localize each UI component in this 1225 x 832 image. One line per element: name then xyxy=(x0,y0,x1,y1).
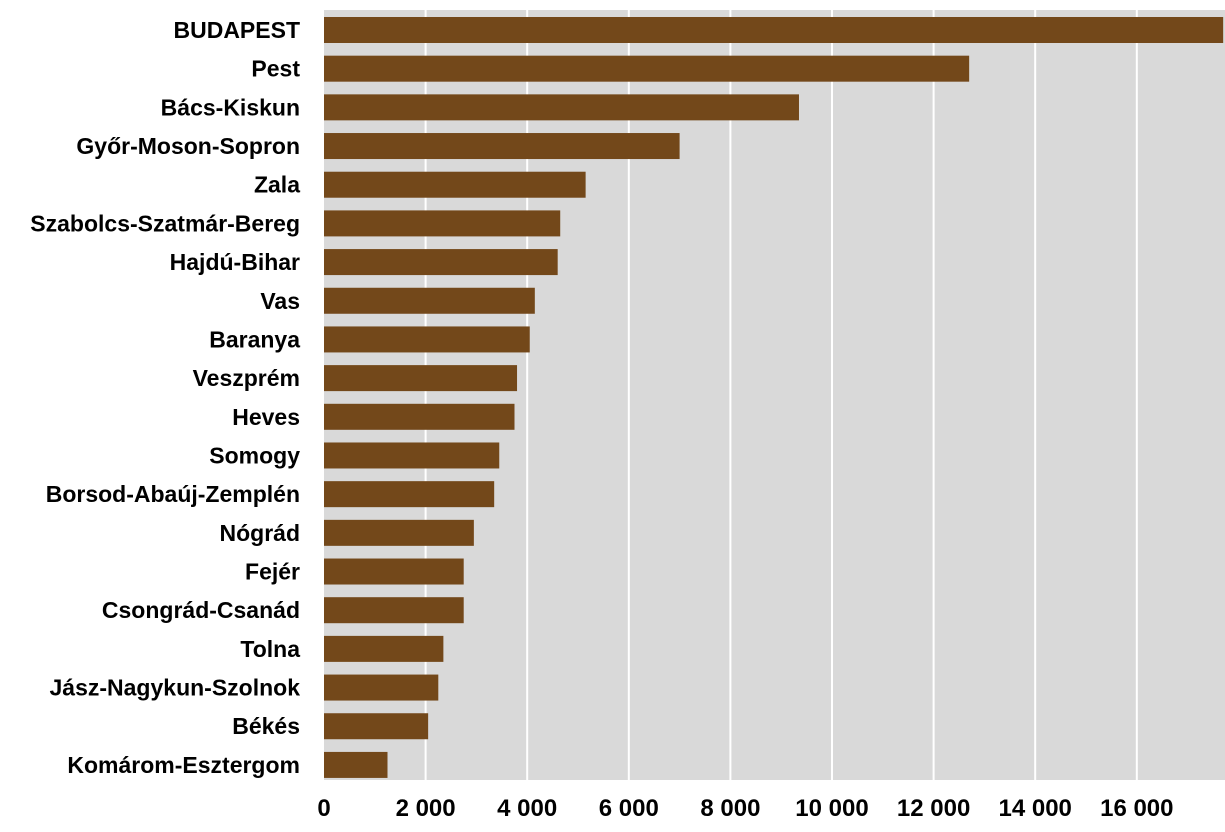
bar xyxy=(324,94,799,121)
category-label: Csongrád-Csanád xyxy=(102,597,300,623)
bar xyxy=(324,210,561,237)
bar xyxy=(324,171,586,198)
x-tick-label: 0 xyxy=(317,795,330,822)
bar xyxy=(324,287,535,314)
category-label: Bács-Kiskun xyxy=(161,94,300,120)
x-tick-label: 6 000 xyxy=(599,795,659,822)
x-tick-label: 16 000 xyxy=(1100,795,1173,822)
category-label: Borsod-Abaúj-Zemplén xyxy=(46,481,300,507)
bar xyxy=(324,17,1224,43)
category-label: Heves xyxy=(232,404,300,430)
bar xyxy=(324,403,515,430)
x-tick-label: 10 000 xyxy=(795,795,868,822)
category-label: Veszprém xyxy=(193,365,300,391)
x-tick-label: 4 000 xyxy=(497,795,557,822)
bars xyxy=(324,17,1224,778)
bar xyxy=(324,133,680,160)
category-label: Zala xyxy=(254,172,300,198)
category-label: BUDAPEST xyxy=(173,17,300,43)
plot-background xyxy=(324,10,1225,780)
category-label: Hajdú-Bihar xyxy=(170,249,300,275)
bar xyxy=(324,55,970,82)
bar xyxy=(324,713,429,740)
category-label: Pest xyxy=(251,56,300,82)
category-label: Jász-Nagykun-Szolnok xyxy=(50,675,301,701)
x-tick-label: 8 000 xyxy=(700,795,760,822)
bar xyxy=(324,635,444,662)
x-tick-label: 12 000 xyxy=(897,795,970,822)
bar xyxy=(324,249,558,276)
bar xyxy=(324,751,388,778)
category-label: Komárom-Esztergom xyxy=(67,752,300,778)
bar xyxy=(324,558,464,585)
bar xyxy=(324,442,500,469)
bar xyxy=(324,326,530,353)
category-label: Szabolcs-Szatmár-Bereg xyxy=(30,210,300,236)
category-label: Fejér xyxy=(245,559,300,585)
bar xyxy=(324,597,464,624)
bar xyxy=(324,481,495,508)
category-label: Somogy xyxy=(209,442,300,468)
category-label: Vas xyxy=(260,288,300,314)
bar xyxy=(324,519,474,546)
category-label: Nógrád xyxy=(220,520,301,546)
x-tick-label: 14 000 xyxy=(998,795,1071,822)
x-axis-tick-labels: 0 2 000 4 000 6 000 8 000 10 000 12 000 14 000 1… xyxy=(317,795,1173,822)
x-tick-label: 2 000 xyxy=(396,795,456,822)
bar xyxy=(324,365,518,392)
category-label: Tolna xyxy=(240,636,300,662)
bar xyxy=(324,674,439,701)
category-labels: BUDAPEST Pest Bács-Kiskun Győr-Moson-Sopron… xyxy=(30,17,300,778)
category-label: Győr-Moson-Sopron xyxy=(76,133,300,159)
category-label: Békés xyxy=(232,713,300,739)
category-label: Baranya xyxy=(209,326,300,352)
